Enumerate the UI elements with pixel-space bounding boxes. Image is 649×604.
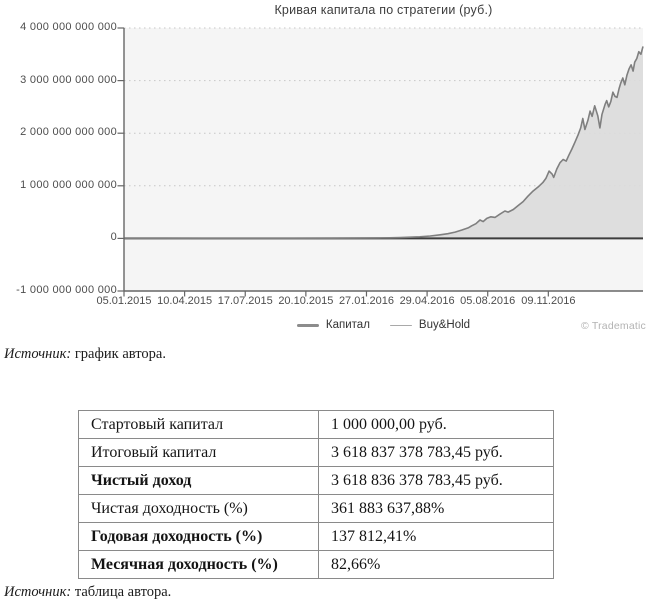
x-tick-label: 20.10.2015 — [278, 295, 334, 307]
row-label-cell: Стартовый капитал — [78, 410, 319, 439]
x-tick-label: 05.08.2016 — [460, 295, 516, 307]
y-tick-label: 3 000 000 000 000 — [20, 73, 117, 86]
row-value-cell: 3 618 837 378 783,45 руб. — [318, 438, 554, 467]
equity-chart-plot — [117, 27, 644, 297]
legend-item-capital: Капитал — [296, 319, 370, 331]
legend-label-buyhold: Buy&Hold — [418, 319, 471, 331]
capital-area-fill — [124, 46, 643, 239]
y-tick-label: 4 000 000 000 000 — [20, 21, 117, 33]
source-text: таблица автора. — [71, 584, 172, 600]
row-value-cell: 3 618 836 378 783,45 руб. — [318, 466, 554, 495]
table-row: Чистый доход 3 618 836 378 783,45 руб. — [78, 466, 554, 495]
row-label-cell: Чистая доходность (%) — [78, 494, 319, 523]
row-label-cell: Месячная доходность (%) — [78, 550, 319, 579]
capital-line-swatch-icon — [296, 323, 319, 327]
source-prefix: Источник: — [4, 346, 72, 362]
copyright-watermark: © Tradematic — [581, 320, 646, 332]
results-table: Стартовый капитал 1 000 000,00 руб. Итог… — [78, 410, 554, 579]
x-tick-label: 29.04.2016 — [399, 295, 455, 307]
table-row: Стартовый капитал 1 000 000,00 руб. — [78, 410, 554, 439]
chart-title: Кривая капитала по стратегии (руб.) — [274, 3, 493, 17]
y-tick-label: 0 — [110, 231, 117, 244]
table-row: Итоговый капитал 3 618 837 378 783,45 ру… — [78, 438, 554, 467]
row-value-cell: 361 883 637,88% — [318, 494, 554, 523]
row-label-cell: Годовая доходность (%) — [78, 522, 319, 551]
source-note-chart: Источник: график автора. — [4, 346, 166, 363]
y-tick-label: 2 000 000 000 000 — [20, 126, 117, 139]
source-prefix: Источник: — [4, 584, 72, 600]
x-tick-label: 27.01.2016 — [338, 295, 394, 307]
y-tick-label: -1 000 000 000 000 — [16, 284, 117, 296]
table-row: Месячная доходность (%) 82,66% — [78, 550, 554, 579]
legend-label-capital: Капитал — [325, 319, 370, 331]
buyhold-line-swatch-icon — [389, 324, 412, 326]
row-value-cell: 1 000 000,00 руб. — [318, 410, 554, 439]
table-row: Чистая доходность (%) 361 883 637,88% — [78, 494, 554, 523]
legend-item-buyhold: Buy&Hold — [389, 319, 471, 331]
plot-background — [124, 28, 643, 291]
capital-line — [124, 46, 644, 240]
table-row: Годовая доходность (%) 137 812,41% — [78, 522, 554, 551]
row-value-cell: 82,66% — [318, 550, 554, 579]
row-label-cell: Чистый доход — [78, 466, 319, 495]
source-text: график автора. — [71, 346, 166, 362]
row-label-cell: Итоговый капитал — [78, 438, 319, 467]
chart-legend: Капитал Buy&Hold — [124, 317, 643, 333]
y-tick-label: 1 000 000 000 000 — [20, 178, 117, 191]
row-value-cell: 137 812,41% — [318, 522, 554, 551]
x-tick-label: 10.04.2015 — [157, 295, 213, 307]
x-tick-label: 17.07.2015 — [217, 295, 273, 307]
equity-chart-block: Кривая капитала по стратегии (руб.) 4 00… — [16, 3, 646, 333]
source-note-table: Источник: таблица автора. — [4, 584, 171, 601]
x-tick-label: 09.11.2016 — [521, 295, 576, 307]
x-tick-label: 05.01.2015 — [96, 295, 152, 307]
